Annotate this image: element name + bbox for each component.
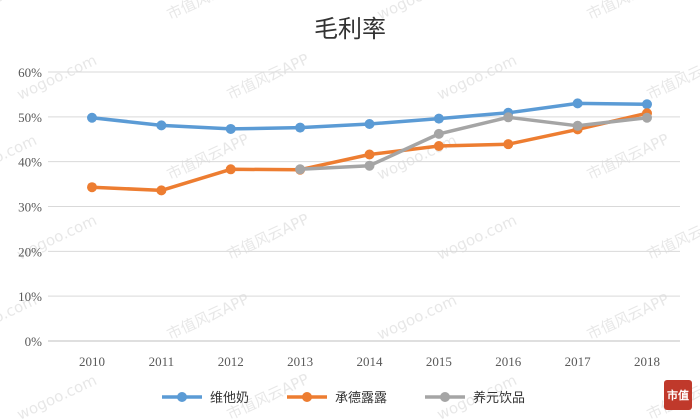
watermark-text: 市值风云APP	[644, 50, 700, 104]
series-1	[87, 98, 652, 134]
data-point	[364, 119, 375, 130]
data-point	[225, 123, 236, 134]
legend-marker-icon	[302, 392, 312, 402]
legend-item: 养元饮品	[425, 390, 525, 406]
watermark-text: 市值风云APP	[584, 290, 672, 344]
watermark-text: wogoo.com	[374, 291, 459, 344]
data-point	[364, 160, 375, 171]
series-layer	[87, 98, 652, 196]
data-point	[364, 149, 375, 160]
stamp-icon	[664, 380, 692, 410]
x-axis-tick-labels: 2010 2011 2012 2013 2014 2015 2016 2017 2018	[79, 354, 660, 369]
watermark-text: wogoo.com	[434, 51, 519, 104]
series-3	[295, 112, 652, 175]
legend-label: 养元饮品	[473, 390, 525, 406]
watermark-text: wogoo.com	[14, 371, 99, 420]
legend-marker-icon	[440, 392, 450, 402]
data-point	[295, 122, 306, 133]
watermark-text: 市值风云APP	[584, 0, 672, 24]
watermark-text: 市值风云APP	[584, 130, 672, 184]
legend: 维他奶 承德露露 养元饮品	[162, 390, 525, 406]
watermark-text: 市值风云APP	[224, 50, 312, 104]
x-tick-label: 2018	[634, 354, 660, 369]
watermark-text: wogoo.com	[0, 0, 40, 24]
x-tick-label: 2013	[287, 354, 313, 369]
data-point	[642, 99, 652, 110]
legend-marker-icon	[177, 392, 187, 402]
data-point	[433, 140, 444, 151]
series-line	[300, 115, 648, 172]
watermark-text: wogoo.com	[434, 211, 519, 264]
legend-item: 承德露露	[287, 391, 387, 406]
data-point	[433, 128, 444, 139]
data-point	[225, 164, 236, 175]
data-point	[295, 164, 306, 175]
x-tick-label: 2010	[79, 354, 105, 369]
x-tick-label: 2016	[495, 354, 522, 369]
y-tick-label: 60%	[18, 65, 42, 80]
y-tick-label: 20%	[18, 244, 42, 259]
watermark-text: 市值风云APP	[644, 210, 700, 264]
data-point	[572, 120, 583, 131]
y-tick-label: 30%	[18, 200, 42, 215]
watermark-text: 市值风云APP	[224, 210, 312, 264]
brand-stamp: 市值	[664, 380, 692, 410]
gridlines	[48, 71, 680, 342]
x-tick-label: 2014	[357, 354, 384, 369]
data-point	[572, 98, 583, 109]
y-tick-label: 40%	[18, 155, 42, 170]
y-axis-tick-labels: 60% 50% 40% 30% 20% 10% 0%	[18, 65, 42, 349]
watermark-text: 市值风云APP	[164, 0, 252, 24]
data-point	[503, 112, 514, 123]
x-tick-label: 2017	[565, 354, 592, 369]
watermark-text: 市值风云APP	[164, 290, 252, 344]
legend-item: 维他奶	[162, 391, 249, 406]
chart-title: 毛利率	[314, 15, 386, 43]
watermark-text: wogoo.com	[374, 0, 459, 24]
data-point	[87, 182, 97, 193]
x-tick-label: 2011	[149, 354, 175, 369]
legend-label: 承德露露	[335, 391, 387, 406]
legend-label: 维他奶	[210, 391, 249, 406]
stamp-label: 市值	[667, 388, 689, 402]
data-point	[503, 139, 514, 150]
data-point	[156, 185, 167, 196]
data-point	[433, 113, 444, 124]
data-point	[156, 120, 167, 131]
y-tick-label: 0%	[25, 334, 43, 349]
y-tick-label: 10%	[18, 289, 42, 304]
x-tick-label: 2012	[218, 354, 244, 369]
y-tick-label: 50%	[18, 110, 42, 125]
data-point	[642, 112, 652, 123]
x-tick-label: 2015	[426, 354, 452, 369]
data-point	[87, 112, 97, 123]
